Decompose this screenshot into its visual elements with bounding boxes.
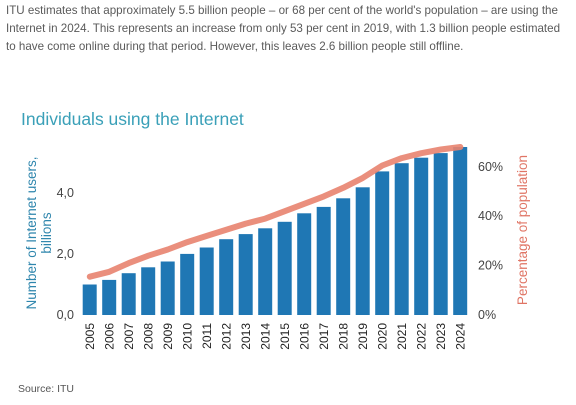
bar-2010 xyxy=(180,253,195,315)
bar-2016 xyxy=(297,213,312,315)
percentage-line xyxy=(86,144,464,280)
x-tick-label-2019: 2019 xyxy=(356,323,370,350)
x-tick-label-2011: 2011 xyxy=(200,323,214,349)
x-tick-label-2023: 2023 xyxy=(434,323,448,350)
x-tick-label-2021: 2021 xyxy=(395,323,409,350)
chart-title: Individuals using the Internet xyxy=(21,109,244,129)
bar-2013 xyxy=(238,234,253,315)
bar-2007 xyxy=(121,273,136,315)
bar-2005 xyxy=(82,284,97,315)
y-tick-label: 0,0 xyxy=(57,308,74,322)
bar-2017 xyxy=(316,206,331,315)
y2-tick-label: 0% xyxy=(478,308,496,322)
y-tick-label: 2,0 xyxy=(57,247,74,261)
y2-axis-title: Percentage of population xyxy=(515,155,530,305)
bar-2015 xyxy=(277,221,292,315)
x-tick-label-2018: 2018 xyxy=(336,323,350,350)
x-tick-label-2017: 2017 xyxy=(317,323,331,350)
y-tick-label: 4,0 xyxy=(57,186,74,200)
y2-tick-label: 40% xyxy=(478,209,503,223)
bar-2009 xyxy=(160,261,175,315)
x-tick-label-2012: 2012 xyxy=(219,323,233,350)
x-tick-label-2007: 2007 xyxy=(122,323,136,350)
x-tick-label-2009: 2009 xyxy=(161,323,175,350)
bar-2019 xyxy=(355,187,370,315)
y-axis-title: Number of Internet users,billions xyxy=(24,156,54,309)
bar-2021 xyxy=(394,163,409,315)
x-tick-label-2010: 2010 xyxy=(180,323,194,350)
bar-2018 xyxy=(336,198,351,315)
bar-2008 xyxy=(141,267,156,315)
x-tick-label-2008: 2008 xyxy=(141,323,155,350)
x-tick-label-2016: 2016 xyxy=(297,323,311,350)
bar-2024 xyxy=(453,147,468,315)
x-tick-label-2024: 2024 xyxy=(453,323,467,350)
bar-2023 xyxy=(433,153,448,315)
intro-paragraph: ITU estimates that approximately 5.5 bil… xyxy=(6,4,561,53)
source-note: Source: ITU xyxy=(18,383,75,395)
y2-tick-label: 60% xyxy=(478,160,503,174)
bar-2006 xyxy=(102,279,117,315)
x-tick-label-2022: 2022 xyxy=(414,323,428,350)
x-tick-label-2015: 2015 xyxy=(278,323,292,350)
bar-2020 xyxy=(375,171,390,315)
bar-2012 xyxy=(219,239,234,315)
bar-2014 xyxy=(258,228,273,315)
x-tick-label-2005: 2005 xyxy=(83,323,97,350)
bar-2022 xyxy=(414,157,429,315)
x-tick-label-2020: 2020 xyxy=(375,323,389,350)
bar-2011 xyxy=(199,247,214,315)
y2-tick-label: 20% xyxy=(478,259,503,273)
x-tick-label-2014: 2014 xyxy=(258,323,272,350)
x-tick-label-2013: 2013 xyxy=(239,323,253,350)
x-tick-label-2006: 2006 xyxy=(102,323,116,350)
